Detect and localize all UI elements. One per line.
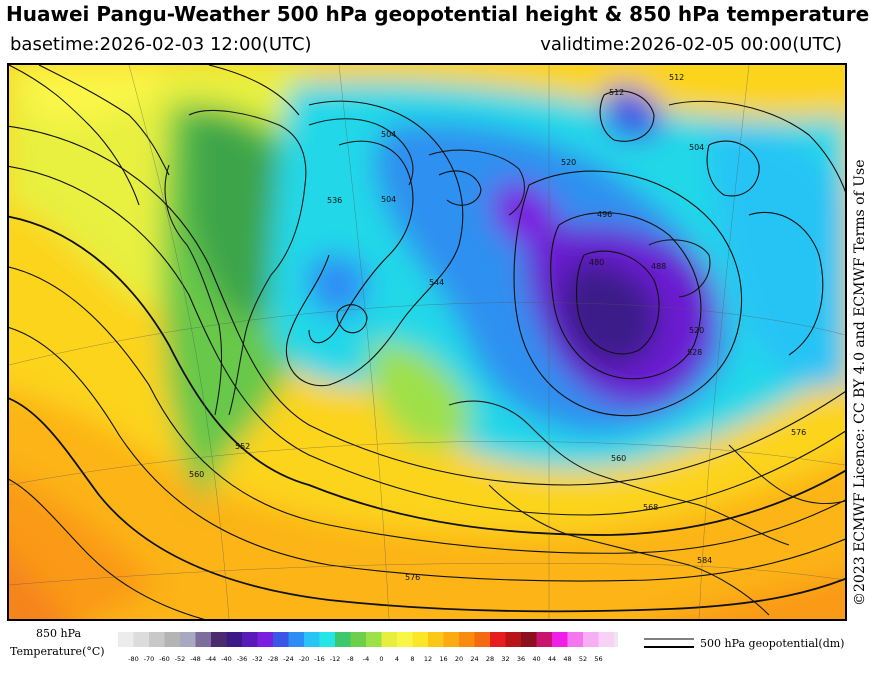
colorbar-swatch <box>304 632 320 647</box>
colorbar-swatch <box>180 632 196 647</box>
colorbar-swatch <box>366 632 382 647</box>
contour-label: 560 <box>189 470 204 479</box>
colorbar-swatch <box>474 632 491 647</box>
colorbar-swatch <box>505 632 522 647</box>
colorbar-swatch <box>614 632 618 647</box>
colorbar-swatch <box>149 632 165 647</box>
colorbar-tick-label: -8 <box>347 655 353 663</box>
contour-label: 536 <box>327 196 342 205</box>
colorbar-swatch <box>428 632 444 647</box>
geopotential-legend: 500 hPa geopotential(dm) <box>642 633 862 653</box>
page-title: Huawei Pangu-Weather 500 hPa geopotentia… <box>6 2 870 26</box>
colorbar-tick-label: -60 <box>159 655 170 663</box>
colorbar-tick-label: -70 <box>144 655 155 663</box>
contour-label: 568 <box>643 503 658 512</box>
colorbar-swatch <box>118 632 134 647</box>
legend-temp-label-line1: 850 hPa <box>36 627 82 640</box>
colorbar-tick-label: 24 <box>470 655 478 663</box>
contour-label: 504 <box>381 130 396 139</box>
colorbar-tick-label: -48 <box>190 655 201 663</box>
contour-label: 520 <box>561 158 576 167</box>
colorbar-swatch <box>335 632 351 647</box>
contour-label: 576 <box>791 428 806 437</box>
colorbar-swatch <box>459 632 475 647</box>
contour-label: 480 <box>589 258 604 267</box>
colorbar-tick-label: 4 <box>395 655 399 663</box>
contour-label: 544 <box>429 278 444 287</box>
colorbar-swatch <box>195 632 212 647</box>
coastlines <box>164 109 845 616</box>
contour-label: 504 <box>381 195 396 204</box>
colorbar-swatch <box>211 632 227 647</box>
colorbar-tick-label: -28 <box>268 655 279 663</box>
colorbar-swatch <box>521 632 537 647</box>
colorbar-tick-label: -36 <box>237 655 248 663</box>
colorbar-swatch <box>381 632 398 647</box>
colorbar-tick-label: 8 <box>410 655 414 663</box>
colorbar-swatch <box>397 632 413 647</box>
contour-label: 496 <box>597 210 612 219</box>
colorbar-tick-label: 20 <box>455 655 463 663</box>
colorbar-swatch <box>164 632 181 647</box>
colorbar-tick-label: -20 <box>299 655 310 663</box>
colorbar-swatch <box>319 632 336 647</box>
base-time: basetime:2026-02-03 12:00(UTC) <box>10 34 312 55</box>
contour-label: 512 <box>669 73 684 82</box>
colorbar-tick-label: 16 <box>439 655 447 663</box>
colorbar-swatch <box>443 632 460 647</box>
colorbar-tick-label: 32 <box>501 655 509 663</box>
colorbar-tick-label: -24 <box>283 655 294 663</box>
colorbar-swatch <box>552 632 568 647</box>
contour-label: 504 <box>689 143 704 152</box>
geo-legend-label: 500 hPa geopotential(dm) <box>700 637 844 650</box>
colorbar-tick-label: -44 <box>206 655 217 663</box>
colorbar-swatch <box>536 632 553 647</box>
contour-label: 584 <box>697 556 712 565</box>
colorbar-tick-label: 56 <box>594 655 602 663</box>
colorbar-tick-label: -32 <box>252 655 263 663</box>
temperature-colorbar: -80 -70 -60 -52 -48 -44 -40 -36 -32 -28 -24 -20 -16-… <box>118 630 618 670</box>
colorbar-tick-label: -16 <box>314 655 325 663</box>
colorbar-swatch <box>257 632 274 647</box>
colorbar-tick-label: 44 <box>548 655 556 663</box>
contour-label: 520 <box>689 326 704 335</box>
contour-label: 488 <box>651 262 666 271</box>
colorbar-swatch <box>350 632 367 647</box>
colorbar-tick-label: 40 <box>532 655 540 663</box>
colorbar-tick-label: -12 <box>330 655 341 663</box>
colorbar-swatch <box>598 632 615 647</box>
colorbar-swatch <box>133 632 150 647</box>
legend-temp-label-line2: Temperature(°C) <box>10 645 105 658</box>
colorbar-swatch <box>226 632 243 647</box>
colorbar-swatch <box>288 632 305 647</box>
weather-map[interactable]: 504 504 504 512 512 520 520 528 536 544 … <box>7 63 847 621</box>
valid-time: validtime:2026-02-05 00:00(UTC) <box>540 34 842 55</box>
colorbar-tick-label: 52 <box>579 655 587 663</box>
colorbar-tick-label: 12 <box>424 655 432 663</box>
temperature-field <box>9 65 845 619</box>
colorbar-swatch <box>490 632 506 647</box>
contour-label: 576 <box>405 573 420 582</box>
colorbar-tick-label: -40 <box>221 655 232 663</box>
colorbar-tick-label: 36 <box>517 655 525 663</box>
colorbar-tick-label: 28 <box>486 655 494 663</box>
colorbar-swatch <box>273 632 289 647</box>
contour-label: 552 <box>235 442 250 451</box>
graticule <box>9 65 845 619</box>
colorbar-swatch <box>242 632 258 647</box>
contour-labels: 504 504 504 512 512 520 520 528 536 544 … <box>189 73 806 582</box>
colorbar-tick-label: -52 <box>175 655 186 663</box>
contour-label: 512 <box>609 88 624 97</box>
colorbar-swatch <box>583 632 599 647</box>
contour-label: 528 <box>687 348 702 357</box>
colorbar-swatch <box>567 632 584 647</box>
license-credit: ©2023 ECMWF Licence: CC BY 4.0 and ECMWF… <box>850 66 870 622</box>
colorbar-tick-label: 48 <box>563 655 571 663</box>
colorbar-tick-label: -4 <box>363 655 369 663</box>
colorbar-tick-label: -80 <box>128 655 139 663</box>
contour-label: 560 <box>611 454 626 463</box>
credit-text: ©2023 ECMWF Licence: CC BY 4.0 and ECMWF… <box>852 160 868 607</box>
colorbar-swatch <box>412 632 429 647</box>
colorbar-tick-label: 0 <box>379 655 383 663</box>
